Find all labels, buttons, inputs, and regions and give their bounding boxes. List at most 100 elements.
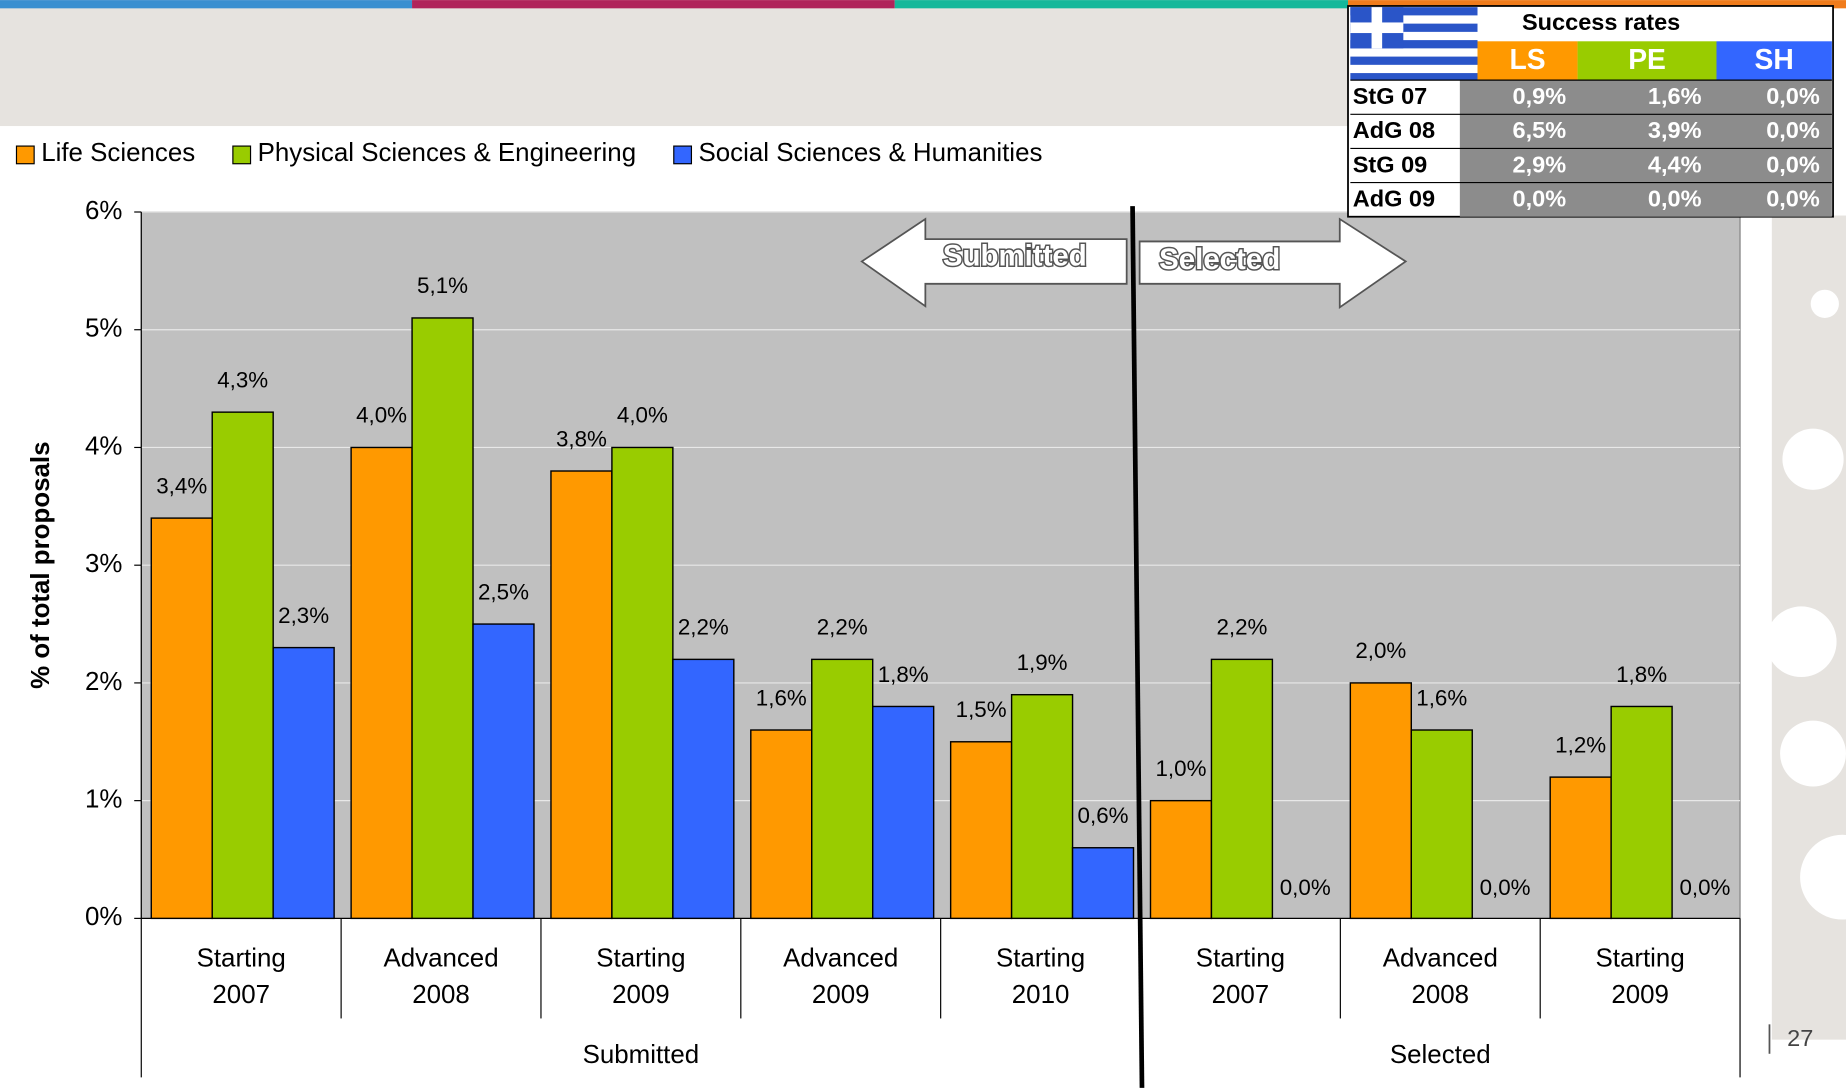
y-tick-label: 1% — [85, 785, 122, 813]
value-label: 2,5% — [478, 579, 529, 604]
group-label: Selected — [1390, 1041, 1491, 1069]
legend-swatch — [673, 145, 693, 165]
bar — [1549, 776, 1612, 920]
bar — [811, 658, 874, 920]
value-label: 2,2% — [817, 615, 868, 640]
x-tick-label: 2009 — [612, 981, 670, 1009]
table-row-bg — [1459, 114, 1832, 149]
decor-circle — [1765, 606, 1837, 678]
value-label: 5,1% — [417, 273, 468, 298]
x-tick-label: 2009 — [812, 981, 870, 1009]
value-label: 2,2% — [678, 615, 729, 640]
y-tick-label: 3% — [85, 550, 122, 578]
x-tick-label: Starting — [197, 944, 286, 972]
bar — [272, 646, 335, 920]
bar — [472, 623, 535, 920]
value-label: 0,0% — [1679, 875, 1730, 900]
x-tick-label: 2007 — [212, 981, 270, 1009]
value-label: 1,8% — [878, 662, 929, 687]
table-row-bg — [1459, 80, 1832, 115]
bar — [211, 411, 274, 920]
decor-circle — [1780, 720, 1846, 787]
top-strip — [894, 0, 1349, 9]
decor-circle — [1810, 289, 1839, 318]
table-cell: 0,9% — [1512, 83, 1566, 109]
table-cell: 0,0% — [1512, 185, 1566, 211]
value-label: 2,0% — [1355, 638, 1406, 663]
arrow-left — [860, 217, 1128, 308]
x-tick-label: 2010 — [1012, 981, 1070, 1009]
table-cell: 0,0% — [1766, 83, 1820, 109]
value-label: 0,6% — [1078, 803, 1129, 828]
table-cell: 6,5% — [1512, 117, 1566, 143]
table-row-bg — [1459, 182, 1832, 217]
flag-stripe — [1350, 73, 1478, 81]
y-tick-label: 6% — [85, 197, 122, 225]
value-label: 1,0% — [1155, 756, 1206, 781]
table-cell: 3,9% — [1648, 117, 1702, 143]
table-column-header: SH — [1755, 43, 1794, 75]
flag-stripe — [1350, 56, 1478, 65]
value-label: 3,4% — [156, 473, 207, 498]
value-label: 2,2% — [1216, 615, 1267, 640]
x-tick-label: Advanced — [1383, 944, 1498, 972]
bar — [1010, 693, 1074, 920]
bar — [1349, 682, 1413, 920]
bar — [411, 317, 474, 920]
bar — [1071, 847, 1135, 920]
divider — [1130, 206, 1145, 1088]
x-tick-label: 2009 — [1611, 981, 1669, 1009]
bar — [672, 658, 735, 920]
table-row-label: StG 09 — [1353, 151, 1428, 177]
table-cell: 0,0% — [1648, 185, 1702, 211]
value-label: 4,3% — [217, 367, 268, 392]
value-label: 1,6% — [756, 685, 807, 710]
y-tick-label: 0% — [85, 903, 122, 931]
y-tick-label: 5% — [85, 315, 122, 343]
decor-circle — [1800, 834, 1846, 920]
table-cell: 1,6% — [1648, 83, 1702, 109]
flag-stripe — [1350, 23, 1478, 32]
x-tick-label: 2008 — [1411, 981, 1469, 1009]
value-label: 1,5% — [956, 697, 1007, 722]
bar — [550, 470, 613, 920]
value-label: 1,9% — [1017, 650, 1068, 675]
table-cell: 4,4% — [1648, 151, 1702, 177]
table-column-header-bg — [1577, 41, 1717, 81]
flag-stripe — [1350, 7, 1478, 16]
decor-circle — [1782, 428, 1844, 490]
bar — [750, 729, 813, 920]
value-label: 0,0% — [1480, 875, 1531, 900]
bar — [1149, 799, 1213, 920]
x-tick-label: Starting — [596, 944, 685, 972]
value-label: 3,8% — [556, 426, 607, 451]
table-cell: 0,0% — [1766, 151, 1820, 177]
y-tick-label: 4% — [85, 432, 122, 460]
flag-stripe — [1350, 40, 1478, 49]
annotation: Selected — [1159, 243, 1280, 276]
bar — [1210, 658, 1274, 920]
table-column-header-bg — [1477, 41, 1578, 81]
y-axis-label: % of total proposals — [27, 441, 55, 688]
x-tick-label: Starting — [1196, 944, 1285, 972]
table-row-label: AdG 09 — [1353, 185, 1435, 211]
table-cell: 0,0% — [1766, 185, 1820, 211]
table-row-bg — [1459, 148, 1832, 183]
table-cell: 0,0% — [1766, 117, 1820, 143]
flag — [1350, 7, 1478, 81]
x-tick-label: 2008 — [412, 981, 470, 1009]
bar — [150, 517, 213, 920]
x-tick-label: Advanced — [783, 944, 898, 972]
annotation: Submitted — [943, 240, 1087, 273]
table-row-label: AdG 08 — [1353, 117, 1435, 143]
top-strip — [0, 0, 413, 9]
x-tick-label: Starting — [1596, 944, 1685, 972]
arrow-right — [1138, 217, 1408, 310]
legend-label: Physical Sciences & Engineering — [258, 139, 637, 167]
y-tick-label: 2% — [85, 668, 122, 696]
page-number: 27 — [1787, 1025, 1813, 1051]
table-column-header: LS — [1509, 43, 1545, 75]
table-row-label: StG 07 — [1353, 83, 1428, 109]
legend-swatch — [15, 145, 35, 165]
